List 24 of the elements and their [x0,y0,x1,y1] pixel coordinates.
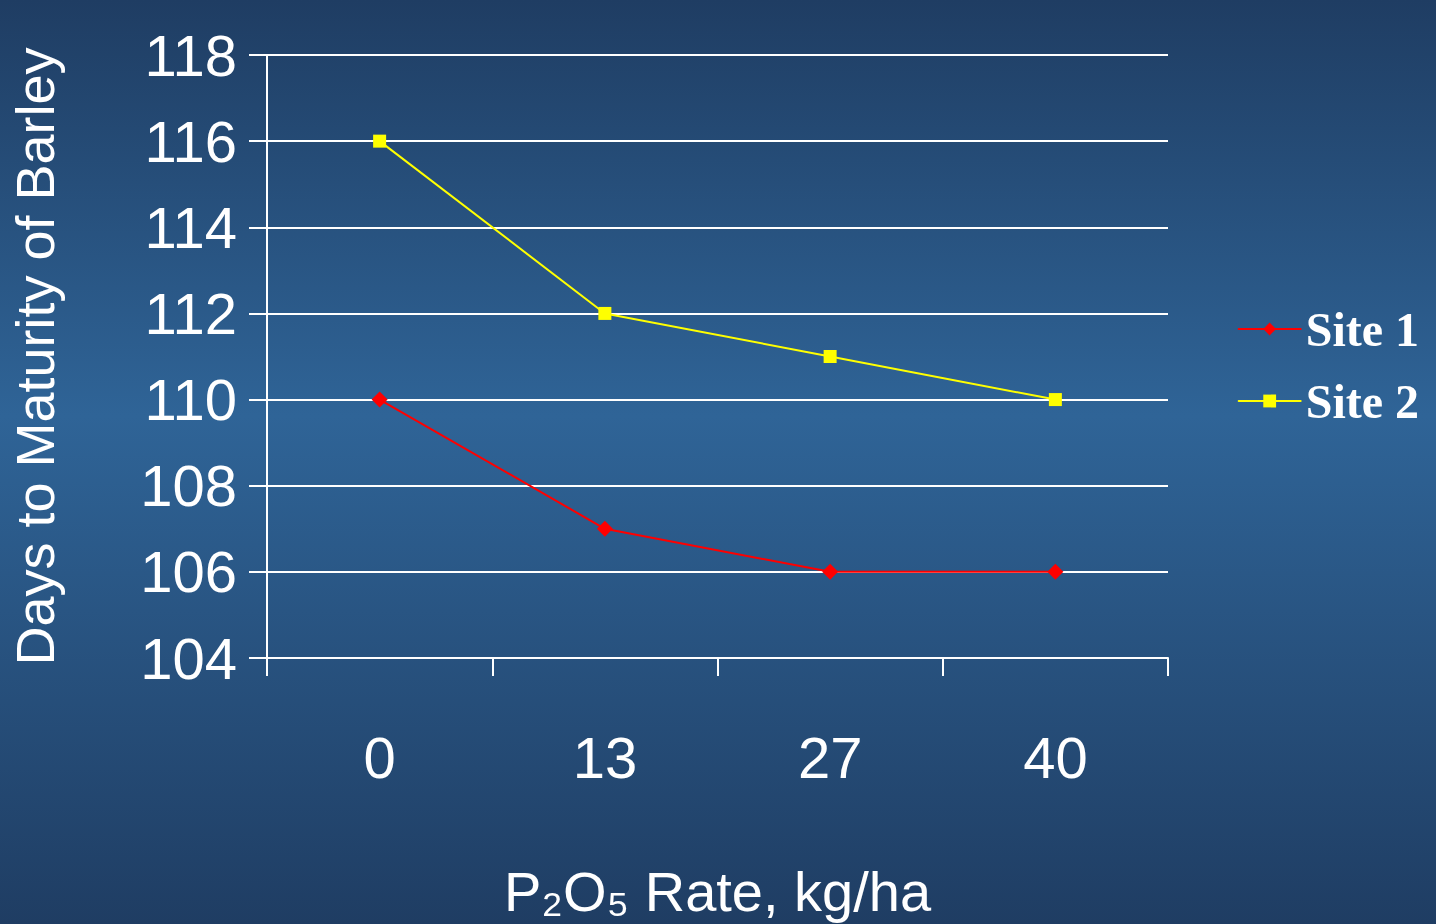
y-axis-title: Days to Maturity of Barley [5,47,65,666]
y-tick-label: 108 [140,453,237,519]
x-axis-title: P₂O₅ Rate, kg/ha [503,859,932,923]
point [598,306,612,320]
y-tick-label: 114 [144,194,237,260]
y-tick-label: 104 [140,625,237,691]
x-tick-label: 0 [363,724,396,790]
y-tick-label: 112 [144,280,237,346]
x-tick-label: 27 [797,724,863,790]
point [596,520,613,537]
legend-label: Site 2 [1305,374,1420,428]
y-tick-label: 118 [144,22,237,88]
legend-label: Site 1 [1305,302,1420,356]
x-tick-label: 40 [1023,724,1088,790]
point [1047,563,1064,580]
y-tick-label: 110 [144,367,237,433]
point [373,134,387,148]
point [371,391,388,408]
point [822,563,839,580]
x-tick-label: 13 [572,724,638,790]
point [1048,393,1062,407]
y-tick-label: 116 [144,108,237,174]
y-tick-label: 106 [140,539,237,605]
point [823,350,837,363]
